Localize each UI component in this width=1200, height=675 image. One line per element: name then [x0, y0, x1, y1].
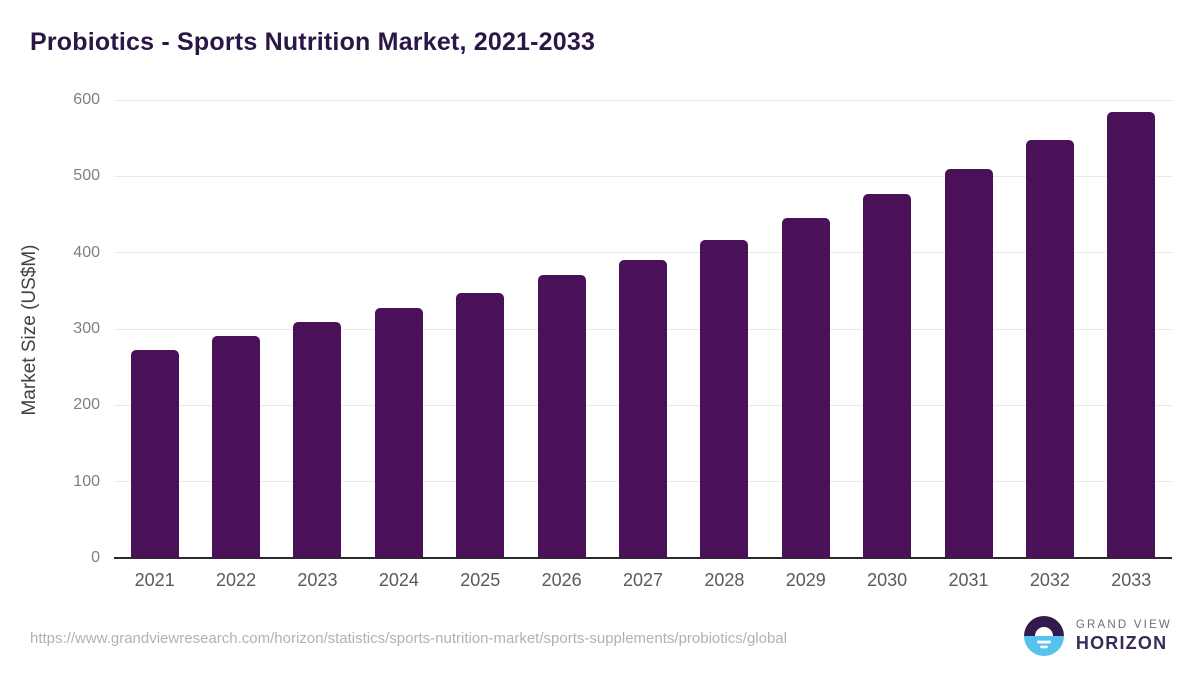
logo-brand-top: GRAND VIEW: [1075, 618, 1172, 631]
x-tick-label-2033: 2033: [1111, 570, 1152, 590]
bar-2022: [212, 335, 261, 558]
x-tick-label-2027: 2027: [622, 570, 664, 590]
bar-2031: [944, 169, 993, 558]
bar-2033: [1107, 112, 1156, 558]
x-tick-label-2022: 2022: [216, 570, 257, 590]
bar-2029: [781, 217, 830, 558]
y-tick-label-0: 0: [91, 549, 100, 566]
x-tick-label-2024: 2024: [378, 570, 419, 590]
x-tick-label-2023: 2023: [297, 570, 338, 590]
gridline-y-600: [114, 99, 1172, 101]
brand-logo: GRAND VIEW HORIZON: [1023, 616, 1172, 656]
y-tick-label-500: 500: [73, 167, 100, 185]
y-tick-label-600: 600: [73, 91, 100, 108]
y-tick-label-400: 400: [73, 243, 100, 261]
x-tick-label-2031: 2031: [948, 570, 989, 590]
plot-area: 0 100 200 300 400 500 600 2021 2022 2023 2024 2025 2…: [73, 92, 1172, 590]
horizon-logo-icon: [1023, 616, 1064, 656]
x-tick-label-2032: 2032: [1029, 570, 1070, 590]
y-tick-label-100: 100: [73, 472, 100, 490]
bar-2021: [130, 350, 179, 558]
bar-2028: [700, 239, 749, 558]
bar-2030: [863, 193, 912, 558]
y-tick-label-200: 200: [73, 396, 100, 414]
x-tick-label-2025: 2025: [460, 570, 501, 590]
bar-2023: [293, 322, 342, 558]
source-url: https://www.grandviewresearch.com/horizo…: [30, 630, 787, 647]
brand-logo-text: GRAND VIEW HORIZON: [1076, 619, 1172, 654]
x-tick-label-2030: 2030: [867, 570, 908, 590]
logo-brand-bottom: HORIZON: [1075, 632, 1168, 653]
chart-title: Probiotics - Sports Nutrition Market, 20…: [30, 28, 596, 56]
x-tick-label-2021: 2021: [134, 570, 175, 590]
bar-2026: [537, 274, 586, 558]
gridline-y-400: [114, 252, 1172, 254]
gridline-y-500: [114, 175, 1172, 177]
bar-2024: [374, 308, 423, 558]
bar-2027: [619, 260, 667, 558]
x-tick-label-2028: 2028: [704, 570, 745, 590]
bar-2032: [1025, 140, 1074, 558]
bar-2025: [456, 293, 505, 558]
x-tick-label-2029: 2029: [785, 570, 826, 590]
x-tick-label-2026: 2026: [541, 570, 582, 590]
y-tick-label-300: 300: [73, 320, 100, 337]
y-axis-title: Market Size (US$M): [19, 244, 40, 416]
x-axis-line: [114, 557, 1172, 559]
